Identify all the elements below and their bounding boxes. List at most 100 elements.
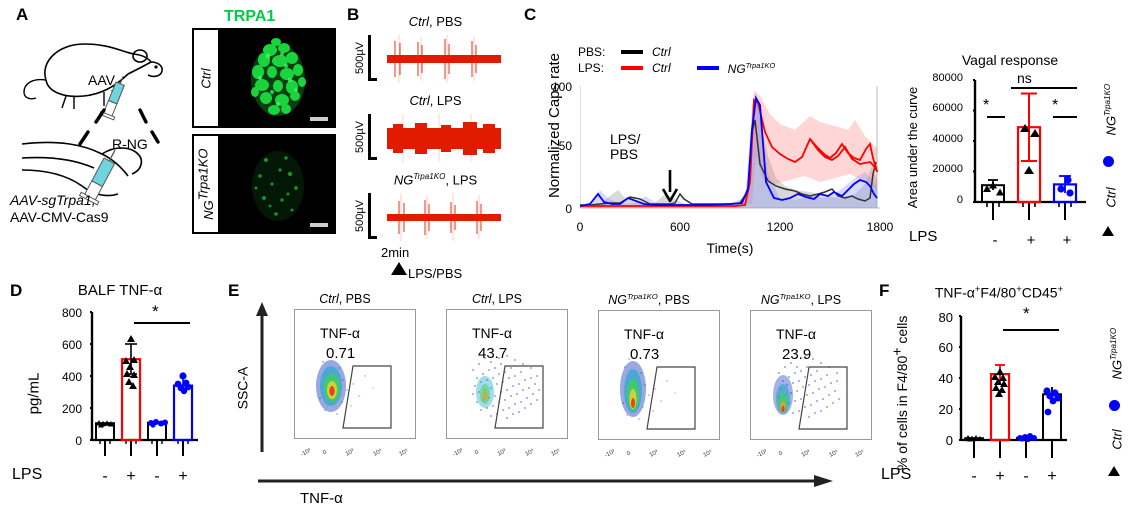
fc3-xtick-1: -10³ [603,449,617,460]
panel-c-injection-label: LPS/ PBS [610,131,641,163]
d-xsign-2: + [126,468,136,485]
fc2-axes[interactable] [446,309,568,439]
cr-ytick-80000: 80000 [932,72,963,84]
fc4-gate-label: TNF-α [776,326,816,343]
construct-line2: AAV-CMV-Cas9 [10,208,109,225]
image-row-label-ctrl: Ctrl [194,30,220,126]
d-ytick-200: 200 [61,402,82,416]
vagal-response-chart: Vagal response Area under the curve 8000… [905,50,1131,270]
fc3-xtick-2: 0 [626,450,632,458]
d-ytick-800: 800 [61,306,82,320]
aav-injection-diagram [18,18,188,218]
vagal-annotation-star-left: * [983,97,990,114]
construct-line1: AAV-sgTrpa1, [10,192,96,208]
trace-group-2: Ctrl, LPS 500µV [353,93,518,166]
panel-c-ylabel: Normalized Caps rate [546,52,564,198]
side-legend-ctrl-label: Ctrl [1103,186,1119,208]
d-xsign-3: - [154,468,160,485]
d-ytick-0: 0 [75,434,82,448]
fc4-xtick-1: -10³ [755,449,769,460]
side-legend-circle-icon [1103,156,1114,167]
panel-a-label: A [16,5,29,24]
xtick-1200: 1200 [766,220,794,234]
rng-label: R-NG [112,136,148,152]
injection-label: LPS/PBS [408,266,463,282]
xtick-600: 600 [669,220,691,234]
xtick-0: 0 [576,220,584,234]
vagal-response-ylabel: Area under the curve [905,86,921,209]
legend-name-ngtrpa1ko: NGTrpa1KO [727,60,776,76]
scale-label-time: 2min [381,245,410,261]
flow-title-4: NGTrpa1KO, LPS [760,292,842,308]
side-legend-triangle-icon [1102,226,1114,236]
flow-plot-ngtrpa1ko-lps: NGTrpa1KO, LPS 250K 200K 150K 100K 50K 0 [730,292,872,482]
trace-title-3: NGTrpa1KO, LPS [393,172,478,188]
fc1-xtick-4: 10⁴ [372,448,384,458]
panel-e-ylabel: SSC-A [234,366,251,410]
triangle-up-icon [391,262,407,276]
fc3-gate-value: 0.73 [630,346,660,364]
panel-c-legend: PBS: Ctrl LPS: Ctrl NGTrpa1KO [578,44,775,76]
fc2-gate-value: 43.7 [478,345,508,362]
d-xsign-1: - [102,468,108,485]
ytick-50: 50 [558,139,572,153]
ytick-100: 100 [551,80,572,94]
f-ytick-40: 40 [938,371,953,386]
f-ytick-0: 0 [945,433,953,448]
tnfa-axis-arrow-icon [258,474,833,493]
injection-marker: LPS/PBS [391,260,518,284]
construct-label: AAV-sgTrpa1, AAV-CMV-Cas9 [10,192,109,225]
vagal-annotation-ns: ns [1017,70,1032,86]
f-ytick-20: 20 [938,402,953,417]
flow-plot-ctrl-lps: Ctrl, LPS 250K 200K 150K 100K 50K 0 [426,292,568,482]
panel-f-side-legend: NGTrpa1KO Ctrl [1095,306,1131,496]
panel-c: C Normalized Caps rate PBS: Ctrl LPS: Ct… [520,0,905,270]
panel-b-label: B [347,5,360,24]
f-side-legend-ngtrpa1ko-label: NGTrpa1KO [1109,328,1125,380]
cr-ytick-40000: 40000 [932,133,963,145]
panel-f-xlabel: LPS [881,466,912,483]
trace-canvas-2 [379,110,518,166]
fc4-xtick-2: 0 [778,450,784,458]
fc1-axes[interactable] [294,309,416,439]
fc2-xtick-5: 10⁵ [550,448,562,458]
legend-swatch-black [621,50,643,54]
f-xsign-4: + [1047,468,1057,485]
panel-f: F TNF-α+F4/80+CD45+ % of cells in F4/80+… [873,278,1131,519]
aav-label: AAV [88,72,115,88]
fc4-xtick-3: 10³ [800,449,812,459]
fc1-gate-value: 0.71 [326,345,356,362]
panel-a: A [0,0,340,265]
legend-group-lps: LPS: [578,61,605,75]
flow-plot-ngtrpa1ko-pbs: NGTrpa1KO, PBS 250K 200K 150K 100K 50K 0 [578,292,720,482]
vagal-response-plot [969,76,1088,220]
fc3-axes[interactable] [598,310,720,441]
f-xsign-3: - [1023,468,1029,485]
panel-e: E SSC-A Ctrl, PBS 250K 200K 150K 100K 50… [228,278,873,519]
scale-bracket-1 [368,35,377,81]
vagal-annotation-star-right: * [1052,97,1059,114]
fc4-axes[interactable] [750,310,872,441]
flow-title-3: NGTrpa1KO, PBS [608,292,690,308]
panel-f-label: F [879,281,890,300]
trace-title-1: Ctrl, PBS [408,14,463,29]
panel-f-ylabel: % of cells in F4/80+ cells [888,315,910,471]
fc2-xtick-1: -10³ [451,447,465,459]
panel-d: D BALF TNF-α pg/mL 800 600 400 200 0 [0,278,228,519]
trace-canvas-3 [379,189,518,245]
xtick-1800: 1800 [866,220,894,234]
trace-group-3: NGTrpa1KO, LPS 500µV [353,172,518,245]
trpa1-image-ngtrpa1ko: NGTrpa1KO [192,134,336,234]
panel-d-label: D [10,281,23,300]
trpa1-image-title: TRPA1 [224,8,276,25]
caps-rate-timecourse-plot [579,86,880,216]
xsign-3: + [1062,232,1072,249]
legend-name-ctrl-pbs: Ctrl [652,45,671,59]
fc1-gate-label: TNF-α [320,325,360,341]
ytick-0: 0 [565,202,572,216]
panel-c-side-legend: NGTrpa1KO Ctrl [1089,58,1131,248]
f-side-legend-triangle-icon [1108,466,1120,476]
fc3-gate-label: TNF-α [624,326,664,343]
flow-cytometry-row: Ctrl, PBS 250K 200K 150K 100K 50K 0 [274,292,872,482]
image-row-label-ngtrpa1ko: NGTrpa1KO [194,136,220,232]
